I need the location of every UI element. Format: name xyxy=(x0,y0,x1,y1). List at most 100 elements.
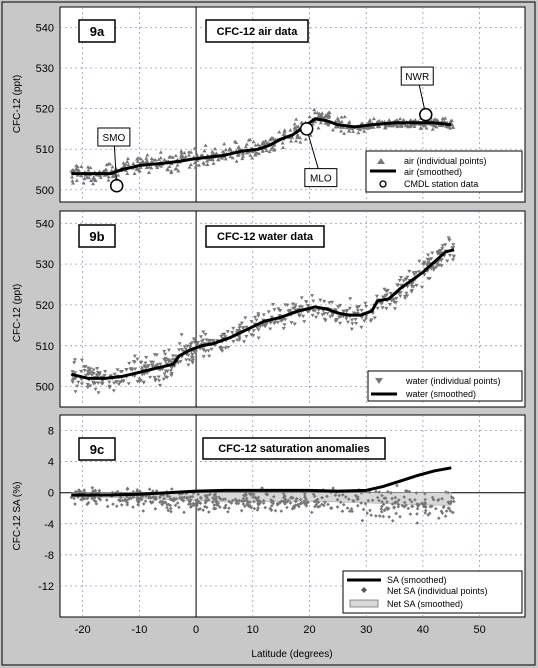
air-point xyxy=(144,156,149,160)
water-point xyxy=(318,298,323,303)
air-point xyxy=(398,123,403,128)
water-point xyxy=(338,321,343,326)
net-sa-point xyxy=(449,499,453,504)
water-point xyxy=(231,326,236,331)
x-tick-label: 40 xyxy=(417,624,429,636)
water-point xyxy=(157,379,162,383)
net-sa-point xyxy=(125,502,130,507)
air-point xyxy=(158,150,163,154)
water-point xyxy=(220,349,225,354)
air-point xyxy=(149,165,154,170)
water-point xyxy=(293,303,298,307)
water-point xyxy=(422,273,427,277)
air-point xyxy=(121,164,126,168)
water-point xyxy=(393,307,398,311)
net-sa-point xyxy=(423,501,428,505)
net-sa-point xyxy=(415,512,419,516)
water-point xyxy=(355,305,360,310)
water-point xyxy=(206,349,211,353)
net-sa-point xyxy=(239,508,244,513)
water-point xyxy=(364,314,369,319)
water-point xyxy=(145,365,150,369)
water-point xyxy=(425,262,430,266)
net-sa-point xyxy=(269,508,273,512)
air-point xyxy=(155,165,160,169)
water-point xyxy=(447,253,452,258)
water-point xyxy=(152,353,157,357)
water-point xyxy=(89,370,94,374)
water-point xyxy=(237,329,242,333)
water-point xyxy=(177,348,182,352)
water-point xyxy=(96,371,101,375)
y-tick-label: 0 xyxy=(48,488,54,500)
net-sa-point xyxy=(97,488,102,493)
water-point xyxy=(430,251,435,255)
net-sa-point xyxy=(277,501,282,505)
air-point xyxy=(377,124,382,129)
water-point xyxy=(429,267,434,271)
water-point xyxy=(404,291,409,296)
net-sa-point xyxy=(264,492,269,496)
station-marker xyxy=(299,122,314,136)
air-point xyxy=(149,159,154,164)
net-sa-point xyxy=(402,505,407,509)
net-sa-point xyxy=(203,498,208,503)
water-point xyxy=(353,317,358,322)
air-point xyxy=(125,159,130,164)
water-point xyxy=(399,276,404,280)
legend-a-3: CMDL station data xyxy=(404,179,478,189)
air-point xyxy=(147,164,152,169)
water-point xyxy=(330,300,335,305)
water-point xyxy=(153,379,158,383)
net-sa-point xyxy=(423,508,428,513)
air-point xyxy=(362,129,367,133)
net-sa-point xyxy=(180,498,185,502)
water-point xyxy=(299,296,304,300)
air-point xyxy=(260,142,265,146)
air-point xyxy=(216,157,221,162)
net-sa-point xyxy=(269,504,274,508)
water-point xyxy=(451,243,456,247)
x-tick-label: 20 xyxy=(303,624,315,636)
net-sa-point xyxy=(443,514,448,518)
air-point xyxy=(296,125,301,129)
air-point xyxy=(269,136,274,140)
net-sa-point xyxy=(444,490,448,494)
air-point xyxy=(195,152,200,157)
water-point xyxy=(170,354,175,358)
net-sa-point xyxy=(141,509,146,513)
net-sa-point xyxy=(104,498,109,502)
net-sa-point xyxy=(195,498,200,503)
net-sa-point xyxy=(386,507,390,512)
water-point xyxy=(100,382,105,386)
water-point xyxy=(168,359,173,363)
air-point xyxy=(79,164,84,168)
x-tick-label: 50 xyxy=(474,624,486,636)
water-point xyxy=(244,334,249,339)
y-tick-label: 4 xyxy=(48,457,54,469)
station-label-box xyxy=(304,168,338,188)
net-sa-point xyxy=(302,491,307,496)
sa-smoothed-line xyxy=(71,466,452,497)
water-point xyxy=(405,294,410,298)
water-point xyxy=(258,324,263,329)
water-point xyxy=(184,358,189,362)
water-point xyxy=(85,382,90,387)
net-sa-point xyxy=(325,494,329,499)
net-sa-point xyxy=(335,505,340,509)
water-point xyxy=(243,316,248,320)
water-point xyxy=(348,297,353,301)
air-point xyxy=(272,148,277,152)
air-point xyxy=(188,162,193,167)
net-sa-point xyxy=(119,495,123,500)
water-point xyxy=(165,358,170,362)
water-point xyxy=(291,306,296,311)
air-point xyxy=(282,130,287,134)
air-point xyxy=(342,131,347,135)
net-sa-point xyxy=(237,498,242,503)
y-tick-label: 530 xyxy=(36,63,54,75)
station-label: SMO xyxy=(102,133,125,144)
water-point xyxy=(207,354,212,359)
water-point xyxy=(330,313,335,317)
air-point xyxy=(91,177,96,181)
